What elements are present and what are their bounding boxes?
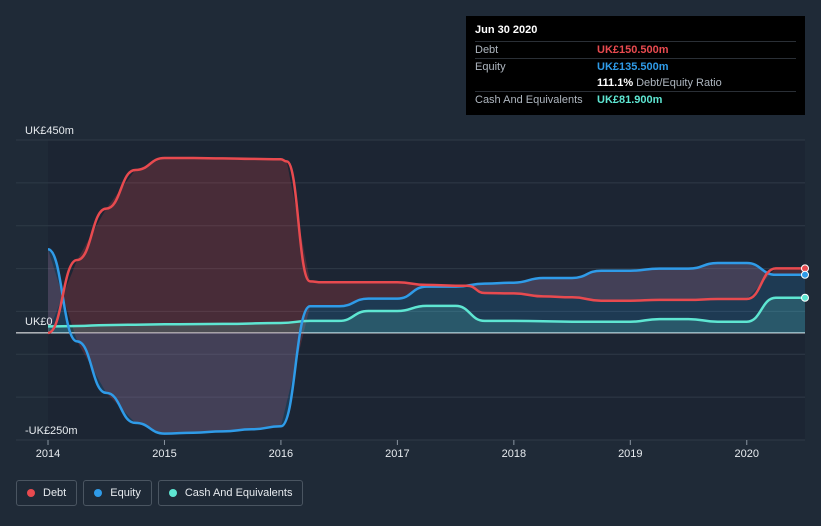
debt-line bbox=[47, 156, 805, 335]
x-tick-label: 2017 bbox=[385, 448, 409, 460]
equity-end-marker bbox=[801, 270, 809, 279]
equity-area bbox=[48, 249, 805, 434]
tooltip-debt-label: Debt bbox=[475, 44, 499, 56]
debt-dot-icon bbox=[27, 489, 35, 497]
tooltip-ratio-sub: Debt/Equity Ratio bbox=[636, 77, 722, 89]
data-tooltip: Jun 30 2020 Debt UK£150.500m Equity UK£1… bbox=[466, 16, 805, 115]
y-axis-label: UK£450m bbox=[25, 125, 74, 137]
legend-equity-label: Equity bbox=[110, 487, 141, 499]
tooltip-row-debt: Debt UK£150.500m bbox=[475, 41, 796, 58]
x-tick-label: 2019 bbox=[618, 448, 642, 460]
tooltip-cash-label: Cash And Equivalents bbox=[475, 94, 583, 106]
x-tick-label: 2018 bbox=[502, 448, 526, 460]
tooltip-row-equity: Equity UK£135.500m bbox=[475, 58, 796, 75]
debt-equity-gap-area bbox=[48, 158, 805, 434]
cash-dot-icon bbox=[168, 489, 177, 497]
legend-cash-label: Cash And Equivalents bbox=[184, 487, 293, 499]
cash-line bbox=[47, 296, 805, 328]
x-tick-label: 2014 bbox=[36, 448, 60, 460]
y-axis-labels: UK£450m UK£0 -UK£250m bbox=[25, 125, 78, 437]
x-axis-ticks: 2014 2015 2016 2017 2018 2019 2020 bbox=[36, 440, 759, 460]
legend-item-equity[interactable]: Equity bbox=[83, 480, 152, 506]
tooltip-equity-label: Equity bbox=[475, 61, 506, 73]
legend-item-debt[interactable]: Debt bbox=[16, 480, 78, 506]
legend-debt-label: Debt bbox=[43, 487, 67, 499]
y-axis-label: UK£0 bbox=[25, 316, 53, 328]
tooltip-row-cash: Cash And Equivalents UK£81.900m bbox=[475, 91, 796, 108]
legend-item-cash[interactable]: Cash And Equivalents bbox=[157, 480, 304, 506]
chart-legend: Debt Equity Cash And Equivalents bbox=[16, 480, 304, 506]
series-lines bbox=[47, 156, 805, 435]
y-axis-label: -UK£250m bbox=[25, 425, 78, 437]
x-tick-label: 2016 bbox=[269, 448, 293, 460]
x-tick-label: 2020 bbox=[735, 448, 759, 460]
tooltip-equity-value: UK£135.500m bbox=[597, 61, 669, 73]
tooltip-debt-value: UK£150.500m bbox=[597, 44, 669, 56]
x-tick-label: 2015 bbox=[152, 448, 176, 460]
cash-end-marker bbox=[801, 293, 809, 302]
tooltip-row-ratio: 111.1% Debt/Equity Ratio bbox=[475, 75, 796, 91]
tooltip-ratio-value: 111.1% bbox=[597, 77, 634, 89]
tooltip-date: Jun 30 2020 bbox=[475, 24, 538, 36]
tooltip-cash-value: UK£81.900m bbox=[597, 94, 663, 106]
equity-dot-icon bbox=[94, 489, 103, 497]
series-end-markers bbox=[801, 264, 809, 302]
equity-line bbox=[47, 248, 805, 435]
